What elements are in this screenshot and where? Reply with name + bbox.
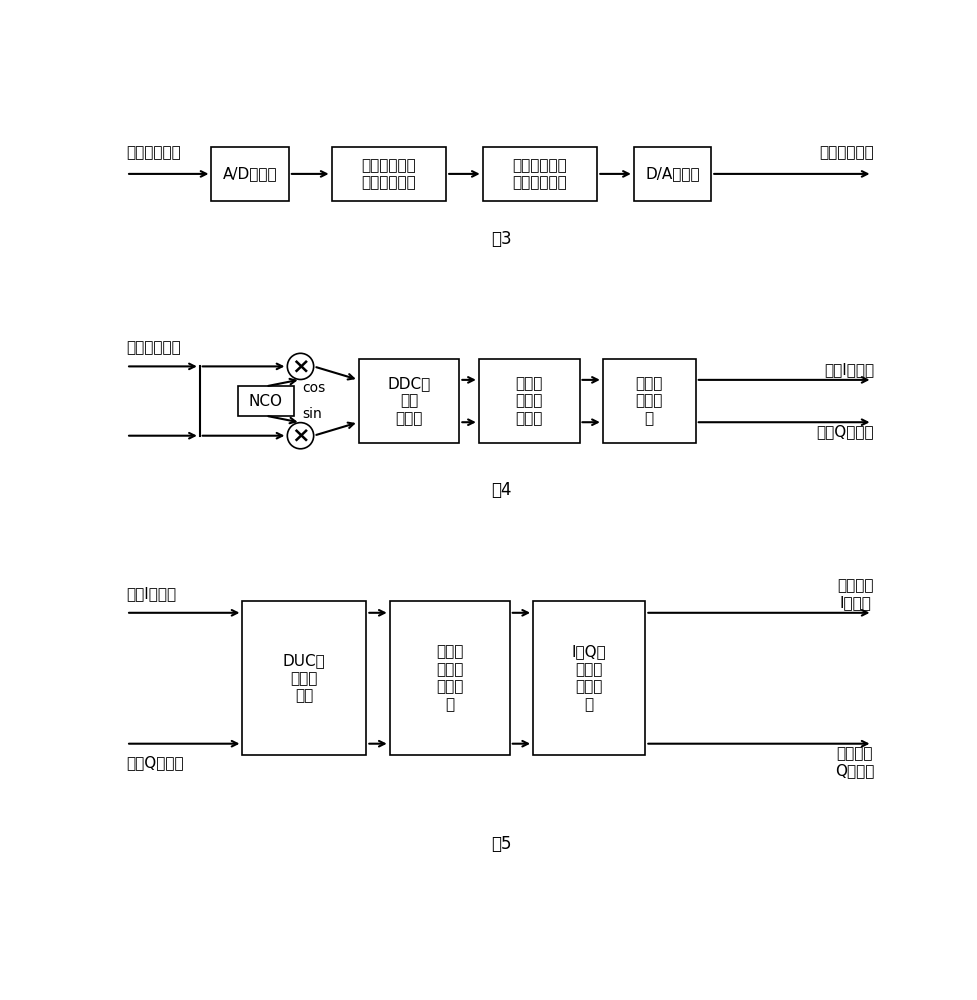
Text: 基带成
型滤波
器: 基带成 型滤波 器 xyxy=(635,376,662,426)
Text: 图3: 图3 xyxy=(490,230,511,248)
Bar xyxy=(237,386,293,416)
Text: 数字中频
Q路信号: 数字中频 Q路信号 xyxy=(833,746,873,778)
Text: NCO: NCO xyxy=(248,394,282,409)
Bar xyxy=(389,601,509,755)
Bar xyxy=(479,359,579,443)
Text: cos: cos xyxy=(302,381,325,395)
Text: 模拟中频信号: 模拟中频信号 xyxy=(126,145,181,160)
Text: 模拟中频信号: 模拟中频信号 xyxy=(819,145,873,160)
Text: 数字中频信号: 数字中频信号 xyxy=(126,340,181,355)
Text: 倍数可
变抽取
滤波器: 倍数可 变抽取 滤波器 xyxy=(515,376,542,426)
Bar xyxy=(359,359,459,443)
Text: 基带I路信号: 基带I路信号 xyxy=(126,586,176,601)
Bar xyxy=(633,147,710,201)
Text: 数字中频
I路信号: 数字中频 I路信号 xyxy=(836,578,873,610)
Text: 倍数可
变内插
滤波器
组: 倍数可 变内插 滤波器 组 xyxy=(436,645,463,712)
Bar xyxy=(602,359,695,443)
Circle shape xyxy=(287,423,314,449)
Text: 宽带信号数字
上变频子系统: 宽带信号数字 上变频子系统 xyxy=(512,158,567,190)
Text: 宽带信号数字
下变频子系统: 宽带信号数字 下变频子系统 xyxy=(361,158,416,190)
Circle shape xyxy=(287,353,314,379)
Text: sin: sin xyxy=(302,407,321,421)
Text: ×: × xyxy=(291,356,310,376)
Bar xyxy=(211,147,288,201)
Text: A/D转换器: A/D转换器 xyxy=(223,166,277,181)
Text: DDC自
适应
判决器: DDC自 适应 判决器 xyxy=(387,376,430,426)
Text: 图4: 图4 xyxy=(490,481,511,499)
Text: 基带Q路信号: 基带Q路信号 xyxy=(126,755,184,770)
Text: 基带I路信号: 基带I路信号 xyxy=(823,363,873,378)
Text: 图5: 图5 xyxy=(490,835,511,853)
Text: 基带Q路信号: 基带Q路信号 xyxy=(816,425,873,440)
Text: D/A转换器: D/A转换器 xyxy=(645,166,700,181)
Text: ×: × xyxy=(291,426,310,446)
Bar xyxy=(331,147,446,201)
Text: I、Q信
号多级
调制模
块: I、Q信 号多级 调制模 块 xyxy=(572,645,606,712)
Text: DUC自
适应判
决器: DUC自 适应判 决器 xyxy=(282,653,325,703)
Bar xyxy=(482,147,597,201)
Bar xyxy=(242,601,366,755)
Bar xyxy=(532,601,645,755)
